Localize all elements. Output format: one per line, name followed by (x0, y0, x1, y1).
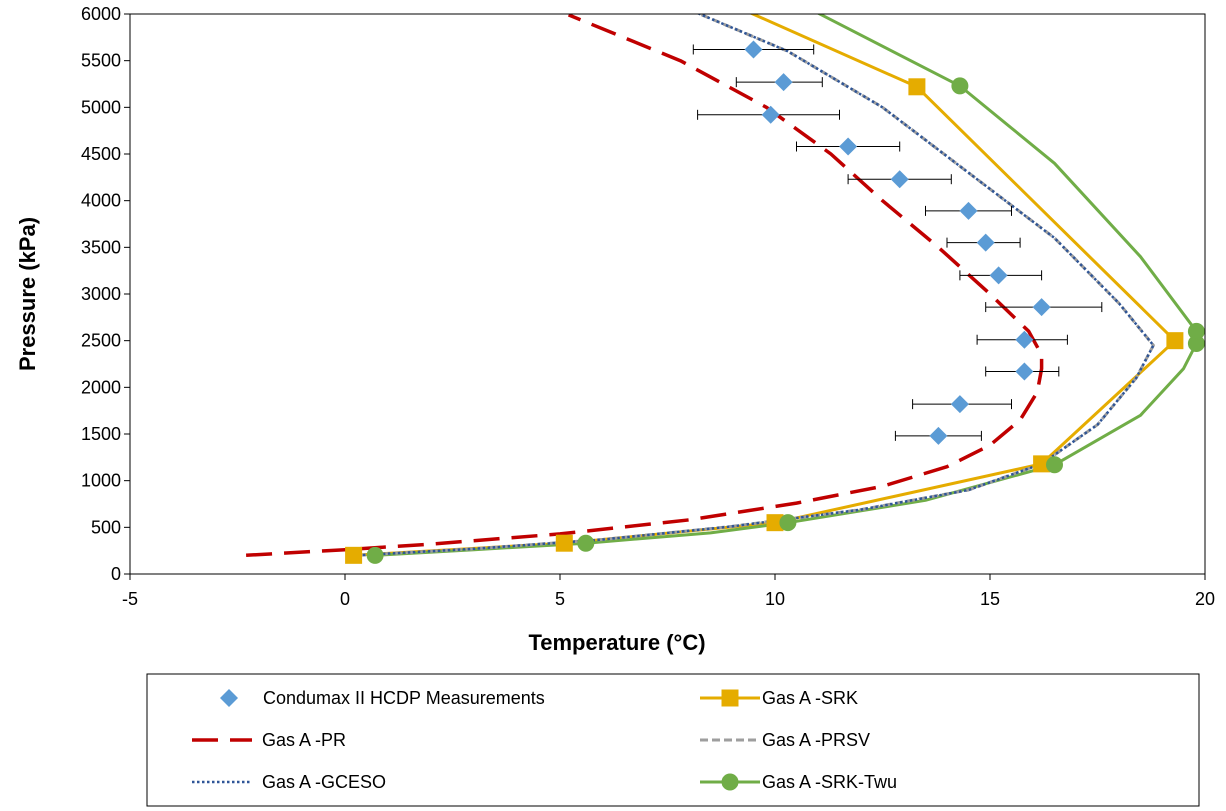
y-axis-title: Pressure (kPa) (15, 217, 40, 371)
series-line-gas-a-pr (246, 14, 1044, 558)
point-gas-a-srk-twu (779, 514, 797, 532)
point-gas-a-srk-twu (577, 534, 595, 552)
y-tick-label: 6000 (81, 4, 121, 24)
point-condumax-ii-hcdp-measurements (929, 426, 948, 445)
legend-entry-condumax-ii-hcdp-measurements: Condumax II HCDP Measurements (220, 688, 545, 708)
y-tick-label: 500 (91, 517, 121, 537)
y-tick-label: 2500 (81, 331, 121, 351)
legend: Condumax II HCDP Measurements Gas A -SRK G… (146, 673, 1200, 807)
point-condumax-ii-hcdp-measurements (761, 105, 780, 124)
point-condumax-ii-hcdp-measurements (744, 40, 763, 59)
legend-marker (721, 689, 739, 707)
point-gas-a-srk (908, 78, 926, 96)
y-tick-label: 5000 (81, 97, 121, 117)
legend-entry-gas-a-gceso: Gas A -GCESO (192, 772, 386, 792)
point-condumax-ii-hcdp-measurements (774, 73, 793, 92)
y-tick-label: 1500 (81, 424, 121, 444)
series-layer (246, 14, 1205, 564)
legend-label: Gas A -SRK-Twu (762, 772, 897, 792)
x-tick-label: -5 (122, 589, 138, 609)
point-condumax-ii-hcdp-measurements (989, 266, 1008, 285)
legend-label: Gas A -GCESO (262, 772, 386, 792)
legend-marker (721, 773, 739, 791)
legend-entry-gas-a-srk-twu: Gas A -SRK-Twu (700, 772, 897, 792)
y-tick-label: 0 (111, 564, 121, 584)
point-condumax-ii-hcdp-measurements (890, 170, 909, 189)
point-condumax-ii-hcdp-measurements (1015, 330, 1034, 349)
y-tick-label: 3000 (81, 284, 121, 304)
point-gas-a-srk-twu (1046, 456, 1063, 474)
point-gas-a-srk (1166, 332, 1184, 350)
legend-entry-gas-a-prsv: Gas A -PRSV (700, 730, 870, 750)
y-tick-label: 4000 (81, 191, 121, 211)
legend-label: Gas A -PRSV (762, 730, 870, 750)
x-tick-label: 20 (1195, 589, 1215, 609)
series-line-gas-a-srk-twu (375, 14, 1198, 557)
y-tick-label: 3500 (81, 237, 121, 257)
x-tick-label: 10 (765, 589, 785, 609)
point-gas-a-srk (345, 546, 363, 564)
x-tick-label: 15 (980, 589, 1000, 609)
point-gas-a-srk-twu (1187, 322, 1205, 340)
y-tick-label: 4500 (81, 144, 121, 164)
legend-label: Condumax II HCDP Measurements (263, 688, 545, 708)
point-gas-a-srk-twu (951, 77, 969, 95)
axes-layer: 0 500 1000 1500 2000 2500 3000 3500 4000 4500 5000… (81, 4, 1215, 609)
x-tick-label: 5 (555, 589, 565, 609)
y-tick-label: 5500 (81, 51, 121, 71)
legend-label: Gas A -SRK (762, 688, 858, 708)
y-tick-label: 2000 (81, 377, 121, 397)
legend-marker (220, 689, 238, 707)
y-tick-label: 1000 (81, 471, 121, 491)
point-condumax-ii-hcdp-measurements (839, 137, 858, 156)
point-condumax-ii-hcdp-measurements (950, 395, 969, 414)
legend-label: Gas A -PR (262, 730, 346, 750)
point-condumax-ii-hcdp-measurements (959, 201, 978, 220)
point-condumax-ii-hcdp-measurements (1015, 362, 1034, 381)
x-axis-title: Temperature (°C) (528, 630, 705, 655)
legend-entry-gas-a-srk: Gas A -SRK (700, 688, 858, 708)
legend-entry-gas-a-pr: Gas A -PR (192, 730, 346, 750)
point-condumax-ii-hcdp-measurements (1032, 298, 1051, 317)
point-gas-a-srk (555, 534, 573, 552)
series-line-gas-a-gceso (357, 14, 1155, 557)
plot-area-border (129, 13, 1206, 575)
point-gas-a-srk-twu (366, 546, 384, 564)
series-line-gas-a-prsv (357, 14, 1155, 557)
legend-box (146, 673, 1200, 807)
x-tick-label: 0 (340, 589, 350, 609)
point-condumax-ii-hcdp-measurements (976, 233, 995, 252)
